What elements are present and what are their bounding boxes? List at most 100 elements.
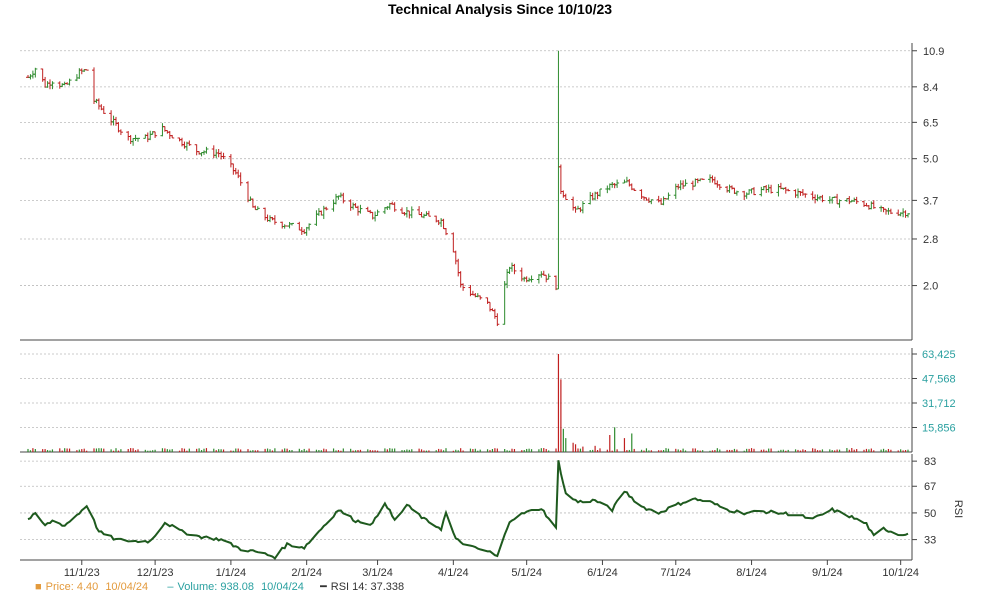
price-bar: [405, 207, 409, 218]
price-bar: [794, 189, 798, 197]
price-bar: [58, 81, 62, 88]
price-bar: [632, 188, 636, 191]
price-bar: [679, 180, 683, 190]
price-bar: [393, 202, 397, 212]
price-bar: [297, 222, 301, 230]
price-bar: [251, 198, 255, 207]
price-bar: [503, 281, 507, 325]
price-bar: [231, 164, 235, 175]
price-bar: [715, 180, 719, 187]
price-tick-label: 2.8: [923, 234, 938, 246]
price-bar: [581, 201, 585, 213]
price-bar: [862, 201, 866, 207]
legend-price-date: 10/04/24: [105, 581, 148, 593]
price-bar: [571, 197, 575, 211]
volume-tick-label: 63,425: [922, 349, 956, 361]
price-bar: [796, 188, 800, 198]
price-bar: [801, 189, 805, 196]
price-bar: [146, 133, 150, 143]
price-bar: [214, 149, 218, 158]
price-bar: [92, 67, 96, 104]
price-bar: [94, 99, 98, 103]
price-bar: [512, 264, 516, 274]
price-bar: [290, 223, 294, 226]
chart-title: Technical Analysis Since 10/10/23: [0, 1, 1000, 17]
price-bar: [742, 191, 746, 200]
price-tick-label: 5.0: [923, 154, 938, 166]
price-bar: [28, 74, 32, 79]
price-bar: [613, 183, 617, 188]
price-bar: [212, 145, 216, 158]
price-bar: [728, 185, 732, 193]
rsi-axis-label: RSI: [952, 500, 964, 518]
price-bar: [48, 79, 52, 89]
price-bar: [317, 208, 321, 216]
price-bar: [160, 123, 164, 136]
x-tick-label: 11/1/23: [64, 567, 100, 579]
price-bar: [725, 186, 729, 193]
price-bar: [640, 189, 644, 199]
price-bar: [684, 179, 688, 186]
price-bar: [554, 276, 558, 291]
price-bar: [68, 79, 72, 86]
price-tick-label: 8.4: [923, 82, 938, 94]
price-bar: [33, 68, 37, 78]
x-tick-label: 5/1/24: [511, 567, 542, 579]
price-bar: [561, 190, 565, 197]
price-bar: [615, 180, 619, 188]
price-bar: [855, 197, 859, 204]
price-tick-label: 10.9: [923, 46, 944, 58]
price-bar: [776, 184, 780, 196]
x-tick-label: 12/1/23: [137, 567, 174, 579]
price-bar: [442, 219, 446, 229]
price-bar: [564, 194, 568, 200]
price-bar: [356, 206, 360, 216]
price-bar: [559, 164, 563, 194]
price-bar: [256, 206, 260, 209]
x-tick-label: 8/1/24: [736, 567, 767, 579]
price-bar: [439, 218, 443, 227]
price-bar: [263, 208, 267, 221]
price-bar: [478, 296, 482, 300]
x-tick-label: 9/1/24: [812, 567, 843, 579]
price-bar: [820, 195, 824, 202]
price-bar: [476, 293, 480, 297]
price-bar: [239, 172, 243, 185]
price-bar: [884, 209, 888, 215]
x-tick-label: 2/1/24: [291, 567, 322, 579]
price-bar: [647, 198, 651, 203]
price-bar: [102, 106, 106, 114]
legend-volume-date: 10/04/24: [261, 581, 304, 593]
price-bar: [745, 192, 749, 198]
price-bar: [901, 208, 905, 217]
price-bar: [417, 206, 421, 214]
price-bar: [341, 193, 345, 204]
x-tick-label: 4/1/24: [438, 567, 469, 579]
price-bar: [598, 189, 602, 197]
price-bar: [410, 206, 414, 218]
price-bar: [126, 131, 130, 140]
price-bar: [869, 201, 873, 209]
price-bar: [202, 150, 206, 154]
price-bar: [358, 205, 362, 214]
volume-tick-label: 31,712: [922, 398, 956, 410]
price-bar: [904, 210, 908, 218]
price-bar: [767, 185, 771, 193]
price-bar: [307, 223, 311, 230]
price-bar: [204, 147, 208, 154]
price-bar: [50, 81, 54, 89]
price-bar: [136, 138, 140, 142]
price-bar: [131, 138, 135, 146]
price-bar: [495, 313, 499, 326]
price-bar: [85, 69, 89, 70]
x-tick-label: 6/1/24: [587, 567, 618, 579]
price-bar: [187, 140, 191, 145]
price-bar: [486, 298, 490, 304]
price-bar: [718, 184, 722, 190]
price-bar: [253, 206, 257, 210]
legend-price-marker: ■: [35, 581, 42, 593]
price-bar: [691, 181, 695, 191]
price-bar: [376, 210, 380, 216]
price-bar: [662, 196, 666, 205]
